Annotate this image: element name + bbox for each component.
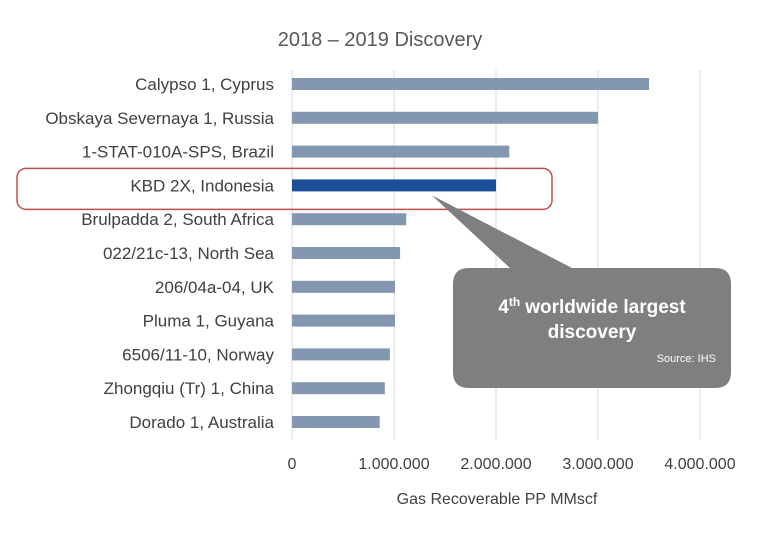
callout-line1: 4th worldwide largest [498, 295, 686, 318]
category-label: Zhongqiu (Tr) 1, China [104, 379, 275, 398]
bar [292, 348, 390, 361]
highlight-box [16, 167, 553, 211]
x-tick-label: 4.000.000 [664, 456, 735, 473]
category-label: 206/04a-04, UK [155, 278, 275, 297]
x-tick-label: 2.000.000 [460, 456, 531, 473]
bar [292, 382, 385, 395]
bar [292, 213, 407, 226]
category-label: 6506/11-10, Norway [122, 345, 274, 364]
bar [292, 247, 401, 259]
bars-group [292, 78, 649, 428]
x-tick-label: 0 [288, 456, 297, 473]
bar-highlighted [292, 179, 496, 192]
x-tick-labels: 0 1.000.000 2.000.000 3.000.000 4.000.000 [288, 456, 736, 473]
category-label: KBD 2X, Indonesia [130, 176, 274, 195]
x-tick-label: 1.000.000 [358, 456, 429, 473]
callout-shape [432, 195, 731, 388]
category-label: Brulpadda 2, South Africa [81, 210, 274, 229]
bar [292, 314, 396, 327]
callout: 4th worldwide largest discovery Source: I… [432, 195, 731, 388]
category-label: 022/21c-13, North Sea [103, 244, 275, 263]
bar [292, 145, 510, 158]
category-label: Obskaya Severnaya 1, Russia [45, 109, 274, 128]
category-label: Dorado 1, Australia [129, 413, 274, 432]
category-label: 1-STAT-010A-SPS, Brazil [82, 143, 274, 162]
chart-title: 2018 – 2019 Discovery [278, 29, 483, 51]
bar [292, 416, 380, 428]
callout-line2: discovery [548, 322, 637, 343]
category-label: Pluma 1, Guyana [143, 312, 275, 331]
x-axis-title: Gas Recoverable PP MMscf [397, 491, 598, 508]
bar [292, 280, 396, 293]
bar [292, 111, 598, 124]
category-label: Calypso 1, Cyprus [135, 75, 274, 94]
callout-source: Source: IHS [657, 353, 716, 365]
bar [292, 78, 649, 90]
x-tick-label: 3.000.000 [562, 456, 633, 473]
category-labels: Calypso 1, Cyprus Obskaya Severnaya 1, Ru… [45, 75, 274, 432]
